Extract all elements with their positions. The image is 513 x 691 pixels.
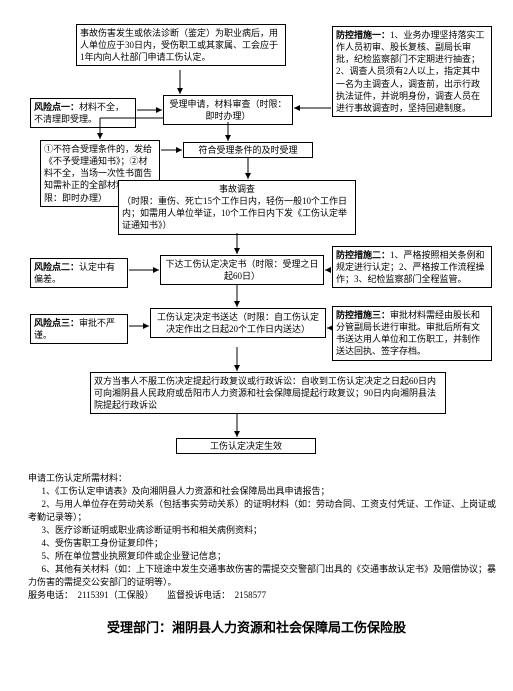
node-effective: 工伤认定决定生效 [176,438,316,454]
node-risk3: 风险点三：审批不严谨。 [30,314,128,344]
node-accept: 受理申请，材料审查（时限：即时办理） [163,95,293,125]
footer-l5: 5、所在单位营业执照复印件或企业登记信息； [28,550,498,563]
node-appeal: 双方当事人不服工伤决定提起行政复议或行政诉讼：自收到工伤认定决定之日起60日内可… [90,372,446,414]
node-risk2: 风险点二：认定中有偏差。 [30,258,128,288]
footer-phone: 服务电话： 2115391（工保股） 监督投诉电话： 2158577 [28,589,498,602]
node-top: 事故伤害发生或依法诊断（鉴定）为职业病后，用人单位应于30日内，受伤职工或其家属… [76,24,286,66]
node-meet: 符合受理条件的及时受理 [183,142,313,158]
footer-l1: 1、《工伤认定申请表》及向湘阴县人力资源和社会保障局出具申请报告； [28,485,498,498]
node-risk1: 风险点一：材料不全，不清理即受理。 [30,98,136,128]
node-investigate: 事故调查 （时限：重伤、死亡15个工作日内，轻伤一般10个工作日内；如需用人单位… [118,180,356,235]
investigate-title: 事故调查 [122,183,352,195]
risk3-label: 风险点三： [34,318,79,328]
node-decision: 下达工伤认定决定书（时限：受理之日起60日） [160,255,324,285]
measure1-label: 防控措施一： [336,30,390,40]
node-measure3: 防控措施三：审批材料需经由股长和分管副局长进行审批。审批后所有文书送达用人单位和… [332,306,492,361]
node-deliver: 工伤认定决定书送达（时限：自工伤认定决定作出之日起20个工作日内送达） [150,308,326,338]
footer-notes: 申请工伤认定所需材料： 1、《工伤认定申请表》及向湘阴县人力资源和社会保障局出具… [28,472,498,602]
footer-title: 申请工伤认定所需材料： [28,472,498,485]
node-measure1: 防控措施一：1、业务办理坚持落实工作人员初审、股长复核、副局长审批，纪检监察部门… [332,26,492,117]
footer-l2: 2、与用人单位存在劳动关系（包括事实劳动关系）的证明材料（如：劳动合同、工资支付… [28,498,498,524]
investigate-body: （时限：重伤、死亡15个工作日内，轻伤一般10个工作日内；如需用人单位举证，10… [122,195,352,231]
department-title: 受理部门：湘阴县人力资源和社会保障局工伤保险股 [0,620,513,637]
measure1-body: 1、业务办理坚持落实工作人员初审、股长复核、副局长审批，纪检监察部门不定期进行抽… [336,30,485,113]
risk2-label: 风险点二： [34,262,79,272]
footer-l4: 4、受伤害职工身份证复印件； [28,537,498,550]
node-measure2: 防控措施二：1、严格按照相关条例和规定进行认定；2、严格按工作流程操作；3、纪检… [332,246,492,288]
measure3-label: 防控措施三： [336,310,390,320]
risk1-label: 风险点一： [34,102,79,112]
measure2-label: 防控措施二： [336,250,390,260]
footer-l6: 6、其他有关材料（如：上下班途中发生交通事故伤害的需提交交警部门出具的《交通事故… [28,563,498,589]
footer-l3: 3、医疗诊断证明或职业病诊断证明书和相关病例资料； [28,524,498,537]
